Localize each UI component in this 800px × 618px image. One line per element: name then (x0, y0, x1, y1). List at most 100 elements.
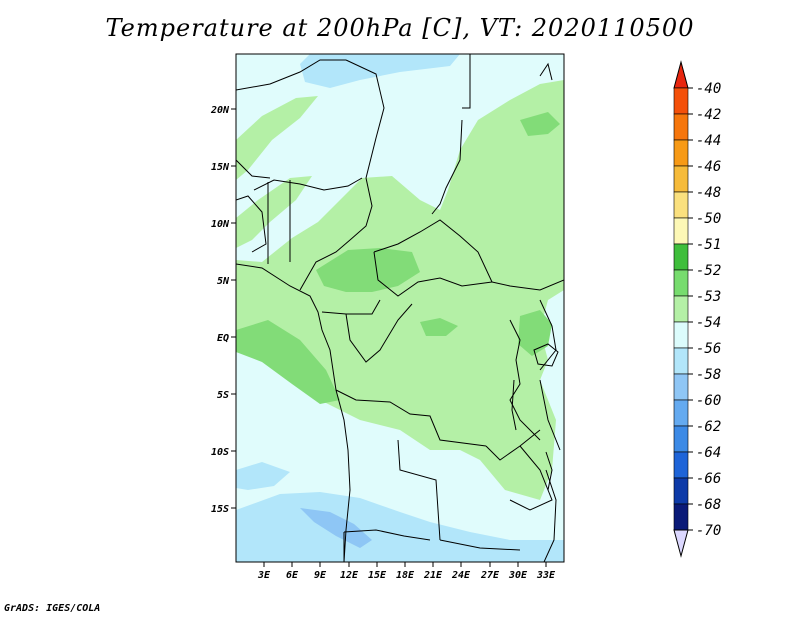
colorbar-label: -68 (696, 497, 721, 513)
lat-ticks (231, 108, 236, 509)
border-great-lakes (509, 319, 541, 441)
colorbar-label: -46 (696, 159, 721, 175)
border-zambia-east (509, 445, 553, 511)
field-cold-south-2 (300, 508, 372, 548)
border-uganda-kenya (539, 299, 557, 371)
border-congo (345, 303, 413, 363)
lon-label-24e: 24E (451, 570, 471, 581)
lon-label-30e: 30E (508, 570, 528, 581)
colorbar-label: -56 (696, 341, 721, 357)
map-title: Temperature at 200hPa [C], VT: 202011050… (105, 14, 695, 42)
lat-label-20n: 20N (210, 105, 230, 116)
lon-label-3e: 3E (257, 570, 271, 581)
lon-label-9e: 9E (314, 570, 327, 581)
colorbar-cell (673, 191, 689, 219)
lat-label-5n: 5N (217, 276, 230, 287)
border-cameroon-south (321, 299, 381, 315)
field-mid-5 (520, 112, 560, 136)
border-chad-car (373, 219, 493, 283)
colorbar-cell (673, 243, 689, 271)
colorbar-label: -66 (696, 471, 721, 487)
lat-label-eq: EQ (217, 333, 229, 344)
lake-tanganyika (511, 379, 517, 431)
country-borders (236, 54, 564, 562)
lon-label-33e: 33E (536, 570, 556, 581)
field-cold-south (236, 492, 564, 562)
colorbar-cell (673, 399, 689, 427)
field-mid-3 (420, 318, 458, 336)
colorbar-labels: -40 -42 -44 -46 -48 -50 -51 -52 -53 -54 -56 -58 -60 -… (696, 81, 721, 539)
field-cold-southwest (236, 462, 290, 490)
colorbar-label: -51 (696, 237, 721, 253)
colorbar-cell (673, 477, 689, 505)
border-niger (236, 59, 346, 91)
border-angola-zambia (397, 439, 441, 541)
temperature-field (236, 54, 564, 562)
colorbar-bottom-cap (673, 529, 689, 558)
lon-label-15e: 15E (368, 570, 387, 581)
lon-ticks (263, 562, 547, 567)
coast-atlantic (236, 263, 351, 562)
lat-label-5s: 5S (217, 390, 229, 401)
colorbar: -40 -42 -44 -46 -48 -50 -51 -52 -53 -54 -56 -58 -60 -… (673, 60, 721, 558)
colorbar-cell (673, 87, 689, 115)
colorbar-cell (673, 217, 689, 245)
colorbar-cell (673, 113, 689, 141)
border-niger-south (253, 177, 363, 191)
border-tanzania (539, 379, 561, 451)
colorbar-cell (673, 347, 689, 375)
grads-credit: GrADS: IGES/COLA (4, 603, 101, 614)
lake-malawi (545, 451, 553, 491)
lat-label-15s: 15S (211, 504, 229, 515)
colorbar-cells (673, 87, 689, 531)
border-car-south (373, 251, 493, 297)
colorbar-label: -62 (696, 419, 721, 435)
colorbar-top-cap (673, 60, 689, 89)
colorbar-label: -70 (696, 523, 721, 539)
border-southern (439, 539, 521, 551)
field-mid-2 (316, 248, 420, 292)
border-south-angola (343, 529, 431, 541)
colorbar-label: -54 (696, 315, 721, 331)
colorbar-cell (673, 425, 689, 453)
colorbar-label: -42 (696, 107, 721, 123)
colorbar-label: -58 (696, 367, 721, 383)
border-libya-chad (345, 59, 385, 179)
colorbar-label: -53 (696, 289, 721, 305)
border-drc-angola (335, 389, 487, 447)
colorbar-cell (673, 295, 689, 323)
lake-victoria (533, 343, 559, 367)
lon-label-27e: 27E (480, 570, 500, 581)
colorbar-cell (673, 321, 689, 349)
border-zambia-drc (485, 429, 541, 461)
border-ethiopia (491, 279, 564, 291)
colorbar-label: -40 (696, 81, 721, 97)
colorbar-cell (673, 451, 689, 479)
lat-labels: 20N 15N 10N 5N EQ 5S 10S 15S (210, 105, 230, 515)
colorbar-cell (673, 503, 689, 531)
field-mid-1 (236, 320, 340, 404)
field-warm-nw (236, 96, 318, 180)
colorbar-label: -44 (696, 133, 721, 149)
colorbar-ticks (688, 87, 693, 531)
colorbar-cell (673, 165, 689, 193)
colorbar-label: -64 (696, 445, 721, 461)
lat-label-15n: 15N (211, 162, 230, 173)
colorbar-cell (673, 139, 689, 167)
field-mid-4 (518, 310, 552, 356)
colorbar-label: -50 (696, 211, 721, 227)
border-nigeria-cameroon (299, 177, 373, 291)
lat-label-10s: 10S (211, 447, 229, 458)
border-mozambique (543, 469, 557, 562)
lat-label-10n: 10N (211, 219, 230, 230)
map-frame (235, 53, 565, 563)
lon-label-18e: 18E (396, 570, 415, 581)
lon-label-12e: 12E (340, 570, 359, 581)
colorbar-label: -52 (696, 263, 721, 279)
lon-label-21e: 21E (423, 570, 443, 581)
colorbar-label: -48 (696, 185, 721, 201)
border-ghana (267, 180, 291, 264)
colorbar-cell (673, 373, 689, 401)
border-sahel-west (236, 159, 271, 179)
